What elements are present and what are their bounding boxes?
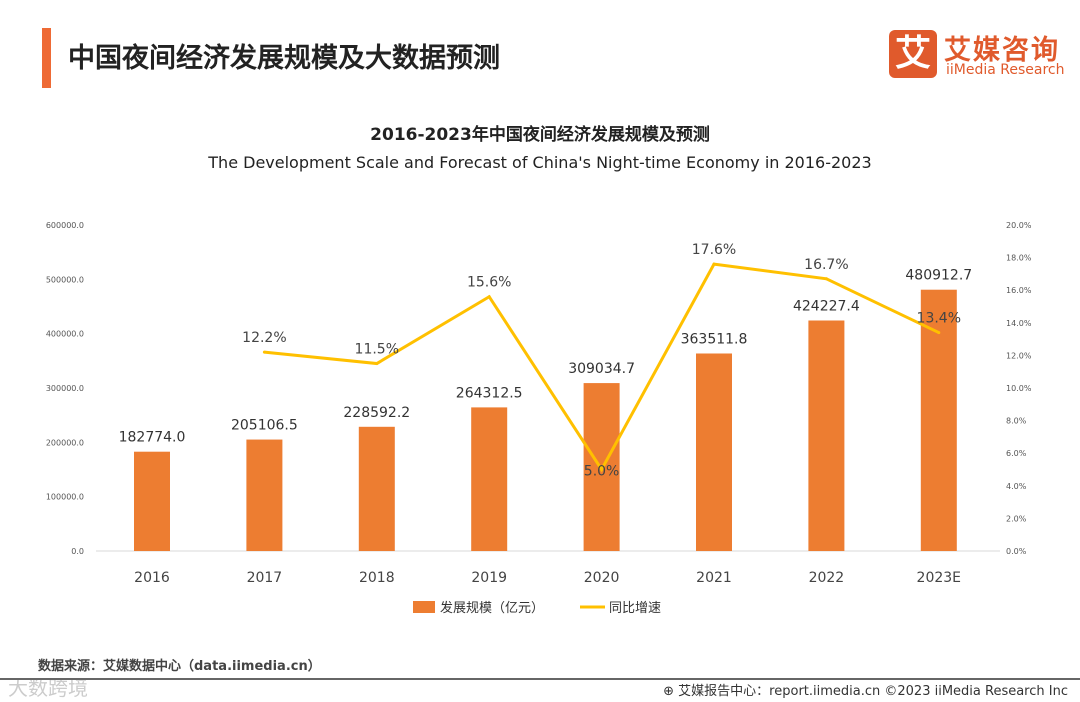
line-point [824,277,828,281]
line-point [712,262,716,266]
right-tick-label: 14.0% [1006,319,1032,328]
logo-cn: 艾媒咨询 [944,35,1060,66]
logo-en: iiMedia Research [946,62,1065,78]
legend-line-label: 同比增速 [609,601,661,616]
right-tick-label: 0.0% [1006,547,1027,556]
x-tick-label: 2022 [809,570,845,586]
bar [696,353,732,551]
left-tick-label: 300000.0 [46,384,84,393]
x-tick-label: 2021 [696,570,732,586]
x-tick-label: 2016 [134,570,170,586]
chart-subtitle: The Development Scale and Forecast of Ch… [208,153,872,172]
bar-label: 228592.2 [343,405,410,421]
x-tick-label: 2017 [247,570,283,586]
bar [808,320,845,551]
bar-label: 424227.4 [793,299,860,315]
line-point [375,362,379,366]
left-tick-label: 100000.0 [46,493,84,502]
bar-label: 309034.7 [568,361,635,377]
left-tick-label: 600000.0 [46,221,84,230]
bar-label: 480912.7 [905,268,972,284]
line-point [262,350,266,354]
footer-copyright: ⊕ 艾媒报告中心：report.iimedia.cn ©2023 iiMedia… [663,684,1068,699]
line-point [937,331,941,335]
bar-label: 363511.8 [681,331,748,347]
legend-bar-label: 发展规模（亿元） [440,600,544,616]
line-label: 16.7% [804,257,848,273]
title-accent-bar [42,28,51,88]
x-tick-label: 2023E [917,570,961,586]
right-tick-label: 8.0% [1006,417,1027,426]
line-label: 17.6% [692,242,736,258]
bar-label: 182774.0 [119,430,186,446]
bar [920,289,957,551]
line-label: 12.2% [242,330,286,346]
page-title: 中国夜间经济发展规模及大数据预测 [68,43,500,74]
line-label: 11.5% [355,342,399,358]
right-tick-label: 12.0% [1006,351,1032,360]
right-tick-label: 18.0% [1006,254,1032,263]
left-tick-label: 400000.0 [46,330,84,339]
line-label: 5.0% [584,464,620,480]
data-source: 数据来源：艾媒数据中心（data.iimedia.cn） [38,659,321,674]
left-tick-label: 200000.0 [46,438,84,447]
bar [246,439,283,551]
right-tick-label: 2.0% [1006,514,1027,523]
right-tick-label: 6.0% [1006,449,1027,458]
left-tick-label: 0.0 [71,547,84,556]
line-point [487,295,491,299]
x-tick-label: 2018 [359,570,395,586]
right-tick-label: 16.0% [1006,286,1032,295]
bar-label: 205106.5 [231,418,298,434]
right-tick-label: 4.0% [1006,482,1027,491]
bar [358,426,395,551]
footer-divider [0,678,1080,680]
x-tick-label: 2019 [471,570,507,586]
right-tick-label: 10.0% [1006,384,1032,393]
line-label: 13.4% [917,311,961,327]
watermark: 大数跨境 [8,676,88,700]
bar [471,407,508,551]
line-label: 15.6% [467,275,511,291]
line-point [600,468,604,471]
logo-mark: 艾 [889,30,937,78]
chart-title: 2016-2023年中国夜间经济发展规模及预测 [370,125,710,145]
x-tick-label: 2020 [584,570,620,586]
bar-label: 264312.5 [456,385,523,401]
right-tick-label: 20.0% [1006,221,1032,230]
legend-bar-swatch [413,601,435,613]
left-tick-label: 500000.0 [46,275,84,284]
bar [134,451,170,551]
